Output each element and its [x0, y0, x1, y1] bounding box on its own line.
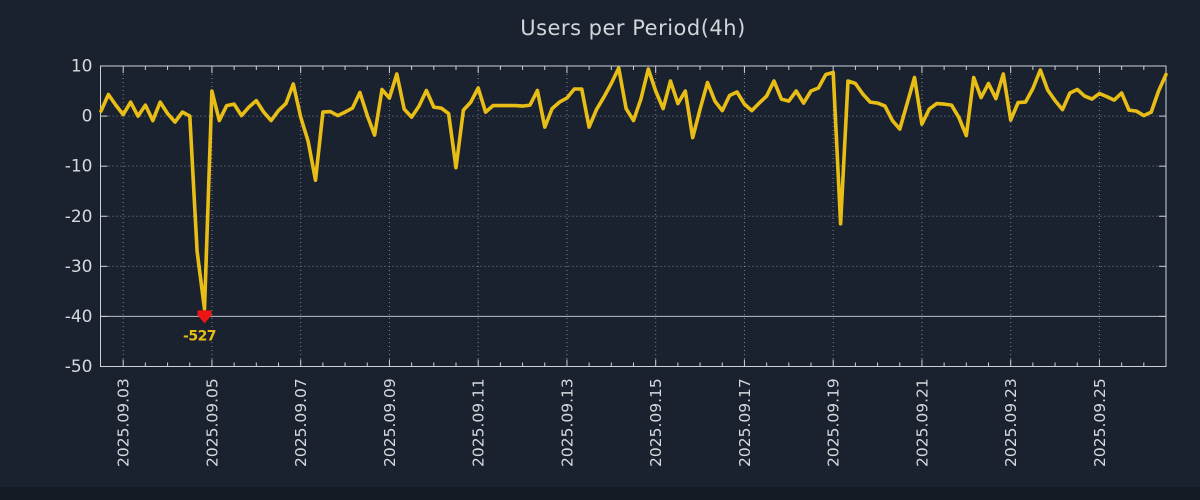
- y-axis-tick-label: -30: [65, 257, 93, 277]
- x-axis-tick-label: 2025.09.23: [1002, 378, 1020, 467]
- x-axis-tick-label: 2025.09.11: [470, 378, 488, 467]
- x-axis-tick-label: 2025.09.21: [913, 378, 931, 467]
- x-axis-tick-label: 2025.09.13: [558, 378, 576, 467]
- x-axis-tick-label: 2025.09.19: [825, 378, 843, 467]
- x-axis-tick-label: 2025.09.17: [736, 378, 754, 467]
- x-axis-tick-label: 2025.09.15: [647, 378, 665, 467]
- chart-title: Users per Period(4h): [520, 16, 746, 40]
- x-axis-tick-label: 2025.09.03: [115, 378, 133, 467]
- y-axis-tick-label: -40: [65, 307, 93, 327]
- x-axis-tick-label: 2025.09.25: [1091, 378, 1109, 467]
- min-value-arrow-marker: [197, 310, 212, 324]
- y-axis-tick-label: -20: [65, 207, 93, 227]
- y-axis-tick-label: 0: [82, 107, 93, 127]
- bottom-strip: [0, 487, 1200, 500]
- x-axis-tick-label: 2025.09.07: [292, 378, 310, 467]
- y-axis-tick-label: -10: [65, 157, 93, 177]
- users-series-line: [99, 66, 1168, 311]
- y-axis-tick-label: -50: [65, 357, 93, 377]
- x-axis-tick-label: 2025.09.05: [203, 378, 221, 467]
- x-axis-tick-label: 2025.09.09: [381, 378, 399, 467]
- min-value-label: -527: [183, 328, 216, 344]
- y-axis-tick-label: 10: [71, 57, 93, 77]
